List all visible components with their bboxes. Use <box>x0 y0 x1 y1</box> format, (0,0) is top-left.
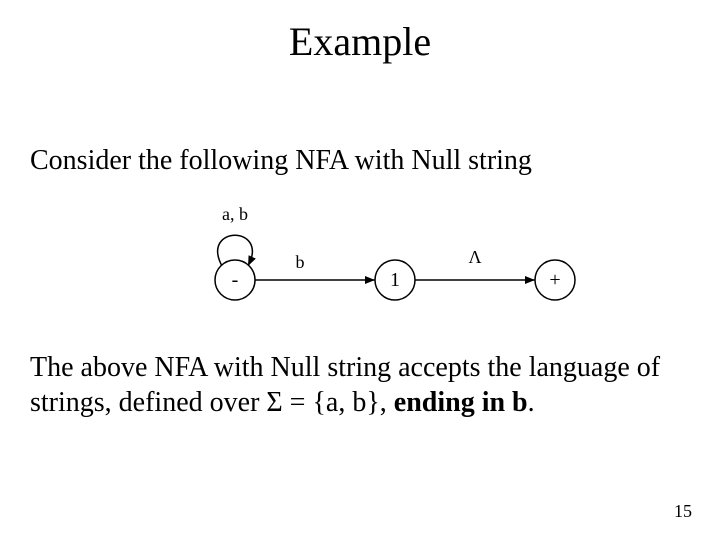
intro-text: Consider the following NFA with Null str… <box>30 145 690 177</box>
explain-bold: ending in b <box>394 387 528 418</box>
slide-title: Example <box>0 18 720 65</box>
page-number: 15 <box>674 501 692 522</box>
svg-text:a, b: a, b <box>222 204 248 224</box>
explanation-text: The above NFA with Null string accepts t… <box>30 350 690 420</box>
nfa-diagram: a, b b Ʌ - 1 + <box>0 200 720 340</box>
svg-text:1: 1 <box>390 269 400 291</box>
svg-text:+: + <box>549 269 560 291</box>
explain-post: . <box>528 387 535 418</box>
explain-pre: The above NFA with Null string accepts t… <box>30 352 660 418</box>
svg-text:b: b <box>296 252 305 272</box>
svg-text:Ʌ: Ʌ <box>468 247 481 267</box>
svg-text:-: - <box>232 269 239 291</box>
